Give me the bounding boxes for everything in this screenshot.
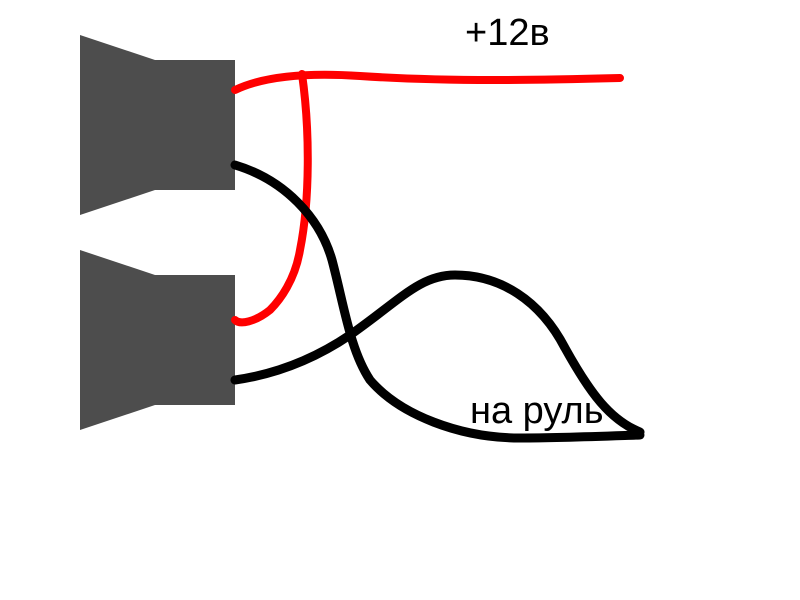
speaker-top-cone [80, 35, 155, 215]
label-positive-12v: +12в [465, 12, 550, 55]
speaker-bottom-body [155, 275, 235, 405]
speaker-bottom-cone [80, 250, 155, 430]
speaker-top-icon [80, 35, 235, 215]
diagram-svg [0, 0, 800, 600]
speaker-bottom-icon [80, 250, 235, 430]
wiring-diagram: +12в на руль [0, 0, 800, 600]
wire-red-main [235, 75, 620, 90]
label-steering: на руль [470, 390, 604, 433]
speaker-top-body [155, 60, 235, 190]
